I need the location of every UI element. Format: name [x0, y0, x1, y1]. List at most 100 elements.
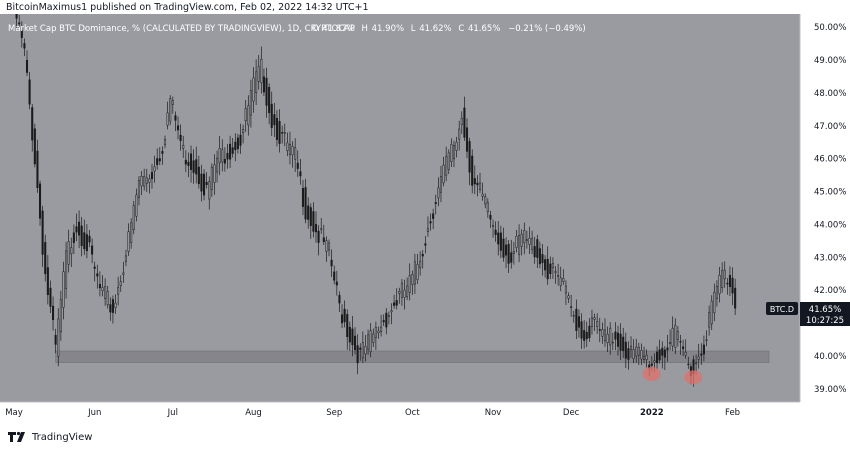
- candle: [632, 339, 635, 364]
- candle: [715, 280, 718, 307]
- candle: [562, 269, 565, 285]
- plot-area[interactable]: [0, 14, 800, 402]
- chart-frame[interactable]: 39.00%40.00%41.00%42.00%43.00%44.00%45.0…: [0, 0, 850, 426]
- candle: [697, 343, 700, 369]
- candle: [226, 143, 229, 169]
- candle-body: [481, 193, 484, 197]
- support-zone: [55, 350, 770, 363]
- candle: [551, 257, 554, 279]
- price-chart[interactable]: 39.00%40.00%41.00%42.00%43.00%44.00%45.0…: [0, 0, 850, 426]
- candle: [637, 342, 640, 365]
- candle-body: [101, 287, 104, 291]
- candle: [463, 96, 466, 141]
- candle-body: [463, 107, 466, 138]
- candle: [658, 339, 661, 364]
- candle-body: [348, 326, 351, 343]
- candle-body: [562, 278, 565, 282]
- candle-body: [122, 272, 125, 275]
- candle-body: [598, 329, 601, 331]
- candle: [583, 320, 586, 349]
- candle: [343, 300, 346, 328]
- candle: [684, 339, 687, 359]
- candle: [174, 111, 177, 132]
- candle: [150, 163, 154, 189]
- candle-body: [577, 316, 580, 328]
- candle: [265, 67, 268, 118]
- last-price-marker: BTC.D 41.65% 10:27:25: [766, 302, 850, 326]
- y-tick-label: 49.00%: [814, 56, 846, 66]
- price-tag-value: 41.65%: [809, 305, 841, 315]
- candle: [171, 96, 174, 114]
- y-tick-label: 44.00%: [814, 220, 846, 230]
- candle: [611, 332, 614, 350]
- candle-body: [96, 273, 99, 277]
- candle: [398, 287, 401, 304]
- candle-body: [223, 159, 226, 164]
- candle-body: [671, 327, 674, 347]
- candle: [57, 308, 60, 367]
- candle-body: [489, 214, 492, 220]
- candle: [557, 263, 560, 286]
- price-axis[interactable]: [800, 14, 850, 402]
- y-tick-label: 47.00%: [814, 122, 846, 132]
- candle: [143, 168, 146, 191]
- candle-body: [283, 132, 286, 134]
- candle-body: [150, 172, 154, 179]
- tradingview-brand[interactable]: TradingView: [32, 431, 93, 443]
- candle: [700, 343, 703, 365]
- candle-body: [554, 271, 557, 273]
- candle-body: [502, 238, 505, 258]
- candle-body: [182, 144, 185, 149]
- candle-body: [281, 132, 284, 134]
- candle: [239, 123, 242, 154]
- candle: [304, 178, 307, 224]
- tradingview-logo-icon[interactable]: [8, 431, 28, 443]
- candle-body: [408, 275, 411, 293]
- candle-body: [15, 12, 18, 19]
- candle-body: [718, 275, 721, 295]
- candle-body: [669, 342, 672, 344]
- candle-body: [335, 281, 338, 286]
- candle-body: [28, 79, 31, 105]
- candle: [523, 222, 526, 255]
- candle-body: [609, 327, 612, 346]
- candle: [286, 132, 289, 157]
- candle-body: [559, 277, 562, 286]
- candle-body: [257, 66, 260, 82]
- candle: [577, 309, 580, 338]
- candle-body: [309, 207, 312, 227]
- candle: [536, 234, 539, 269]
- candle-body: [653, 360, 656, 363]
- candle-body: [307, 205, 310, 220]
- candle-body: [278, 121, 281, 144]
- legend-open-value: 41.87%: [322, 24, 354, 34]
- candle: [23, 38, 26, 57]
- candle-body: [184, 159, 187, 165]
- candle: [710, 295, 713, 331]
- candle-body: [70, 247, 73, 255]
- candle-body: [356, 345, 359, 364]
- candle: [538, 241, 541, 269]
- candle-body: [218, 148, 221, 164]
- candle: [312, 202, 315, 238]
- y-tick-label: 46.00%: [814, 155, 846, 165]
- candle: [351, 315, 354, 357]
- highlight-circle: [684, 370, 703, 385]
- candle: [525, 230, 528, 249]
- candle-body: [390, 310, 393, 313]
- candle-body: [507, 243, 510, 264]
- candle-body: [200, 173, 203, 192]
- candle: [114, 294, 117, 314]
- candle: [505, 237, 508, 269]
- candle: [229, 135, 232, 169]
- candle-body: [403, 289, 406, 298]
- time-axis[interactable]: [0, 402, 850, 426]
- candle: [393, 294, 396, 309]
- candle-body: [132, 205, 135, 231]
- y-tick-label: 50.00%: [814, 23, 846, 33]
- candle-body: [288, 143, 291, 156]
- candle: [432, 208, 435, 230]
- candle-body: [114, 302, 117, 308]
- candle-body: [432, 213, 435, 219]
- candle: [465, 118, 469, 159]
